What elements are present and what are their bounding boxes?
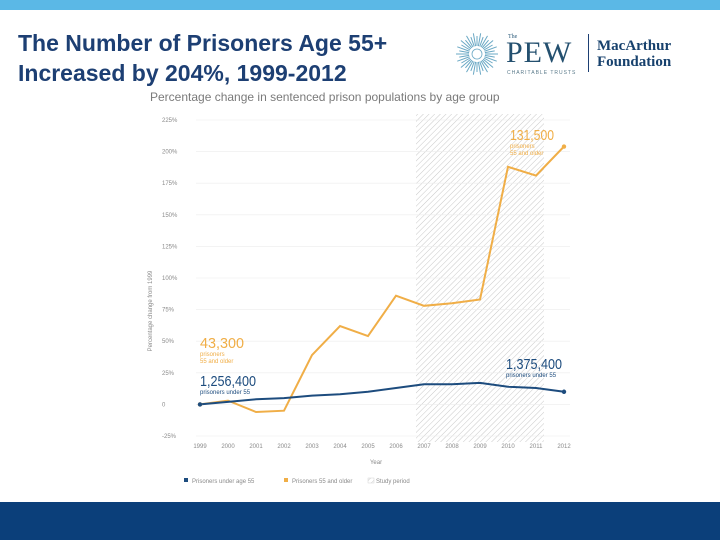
sunburst-ray — [483, 44, 493, 51]
macarthur-line-1: MacArthur — [597, 38, 672, 54]
sunburst-ray — [457, 56, 470, 62]
sunburst-ray — [459, 50, 470, 54]
x-tick-label: 2001 — [249, 444, 263, 450]
sunburst-ray — [460, 40, 472, 50]
x-tick-label: 2005 — [361, 444, 375, 450]
sunburst-ray — [477, 61, 482, 75]
y-tick-label: 75% — [162, 308, 175, 314]
sunburst-ray — [466, 35, 474, 48]
sunburst-ray — [472, 61, 477, 75]
legend-swatch — [184, 478, 188, 482]
x-tick-label: 2008 — [445, 444, 459, 450]
sunburst-ray — [482, 40, 494, 50]
x-tick-label: 2011 — [530, 444, 544, 450]
sunburst-ray — [465, 39, 473, 49]
x-tick-label: 2004 — [333, 444, 347, 450]
logo-divider — [588, 34, 589, 72]
sunburst-ray — [470, 36, 475, 47]
sunburst-ray — [461, 44, 471, 51]
annotation-text: prisoners under 55 — [506, 373, 557, 379]
footer-bar — [0, 502, 720, 540]
y-tick-label: -25% — [162, 434, 177, 440]
data-point-under — [197, 402, 203, 407]
sunburst-ray — [465, 59, 473, 69]
slide-title: The Number of Prisoners Age 55+ Increase… — [18, 28, 438, 88]
legend-label: Prisoners under age 55 — [192, 479, 255, 485]
y-tick-label: 175% — [162, 181, 178, 187]
annotation-text: prisoners under 55 — [200, 390, 251, 396]
pew-the-label: The — [508, 34, 518, 40]
legend-swatch — [284, 478, 288, 482]
sunburst-ray — [470, 61, 475, 72]
sunburst-ray — [484, 56, 497, 62]
top-accent-bar — [0, 0, 720, 10]
y-tick-label: 50% — [162, 339, 175, 345]
data-point-older — [561, 144, 567, 149]
sunburst-ray — [466, 60, 474, 73]
chart-title: Percentage change in sentenced prison po… — [150, 90, 500, 104]
series-line-55-and-older — [199, 145, 565, 414]
chart-svg: 225% 200% 175% 150% 125% 100% 75% 50% 25% 0 -25% 1… — [148, 90, 571, 485]
x-tick-label: 2009 — [473, 444, 487, 450]
sunburst-ray — [484, 46, 497, 52]
sunburst-ray — [479, 61, 484, 72]
sunburst-ray — [460, 58, 472, 68]
x-tick-label: 2002 — [277, 444, 291, 450]
annotation-number: 131,500 — [510, 127, 554, 144]
legend-label: Prisoners 55 and older — [292, 479, 352, 485]
y-tick-label: 200% — [162, 150, 178, 156]
pew-subtitle: CHARITABLE TRUSTS — [507, 70, 577, 76]
x-axis-label: Year — [370, 460, 382, 466]
y-tick-label: 150% — [162, 213, 178, 219]
annotation-text: 55 and older — [200, 359, 233, 365]
data-point-under — [561, 389, 567, 394]
legend-swatch-hatch — [367, 477, 375, 484]
x-tick-label: 2000 — [221, 444, 235, 450]
sunburst-ray — [484, 50, 495, 54]
slide-title-line-1: The Number of Prisoners Age 55+ — [18, 30, 388, 56]
x-tick-label: 2003 — [305, 444, 319, 450]
y-tick-label: 225% — [162, 118, 178, 124]
x-tick-label: 2010 — [501, 444, 515, 450]
slide-title-line-2: Increased by 204%, 1999-2012 — [18, 60, 347, 86]
annotation-number: 43,300 — [200, 335, 244, 352]
sunburst-ray — [457, 46, 470, 52]
sunburst-ray — [484, 54, 495, 58]
sunburst-ray — [472, 33, 477, 47]
annotation-text: prisoners — [510, 144, 535, 150]
y-axis-label: Percentage change from 1999 — [148, 270, 154, 351]
sunburst-ray — [480, 60, 488, 73]
pew-sunburst-icon — [456, 33, 498, 75]
x-tick-label: 2006 — [389, 444, 403, 450]
line-chart: 225% 200% 175% 150% 125% 100% 75% 50% 25% 0 -25% 1… — [140, 86, 580, 492]
sunburst-ray — [480, 35, 488, 48]
y-tick-label: 100% — [162, 276, 178, 282]
macarthur-logo: MacArthur Foundation — [597, 38, 671, 70]
series-line-under-55 — [199, 381, 565, 406]
annotation-text: 55 and older — [510, 151, 543, 157]
macarthur-line-2: Foundation — [597, 54, 672, 70]
sunburst-ray — [482, 58, 494, 68]
x-tick-label: 2007 — [417, 444, 431, 450]
sunburst-ray — [459, 54, 470, 58]
x-tick-label: 1999 — [193, 444, 207, 450]
pew-wordmark: PEW — [506, 36, 573, 69]
pew-logo: The PEW CHARITABLE TRUSTS — [455, 30, 585, 78]
annotation-number: 1,256,400 — [200, 373, 256, 390]
legend-label: Study period — [376, 479, 410, 485]
sunburst-ray — [481, 39, 489, 49]
sunburst-ray — [477, 33, 482, 47]
annotation-text: prisoners — [200, 352, 225, 358]
sunburst-ray — [481, 59, 489, 69]
sunburst-ray — [483, 57, 493, 64]
y-tick-label: 25% — [162, 371, 175, 377]
y-tick-label: 0 — [162, 402, 166, 408]
sunburst-ray — [461, 57, 471, 64]
y-tick-label: 125% — [162, 244, 178, 250]
sunburst-ray — [479, 36, 484, 47]
x-tick-label: 2012 — [557, 444, 571, 450]
annotation-number: 1,375,400 — [506, 356, 562, 373]
